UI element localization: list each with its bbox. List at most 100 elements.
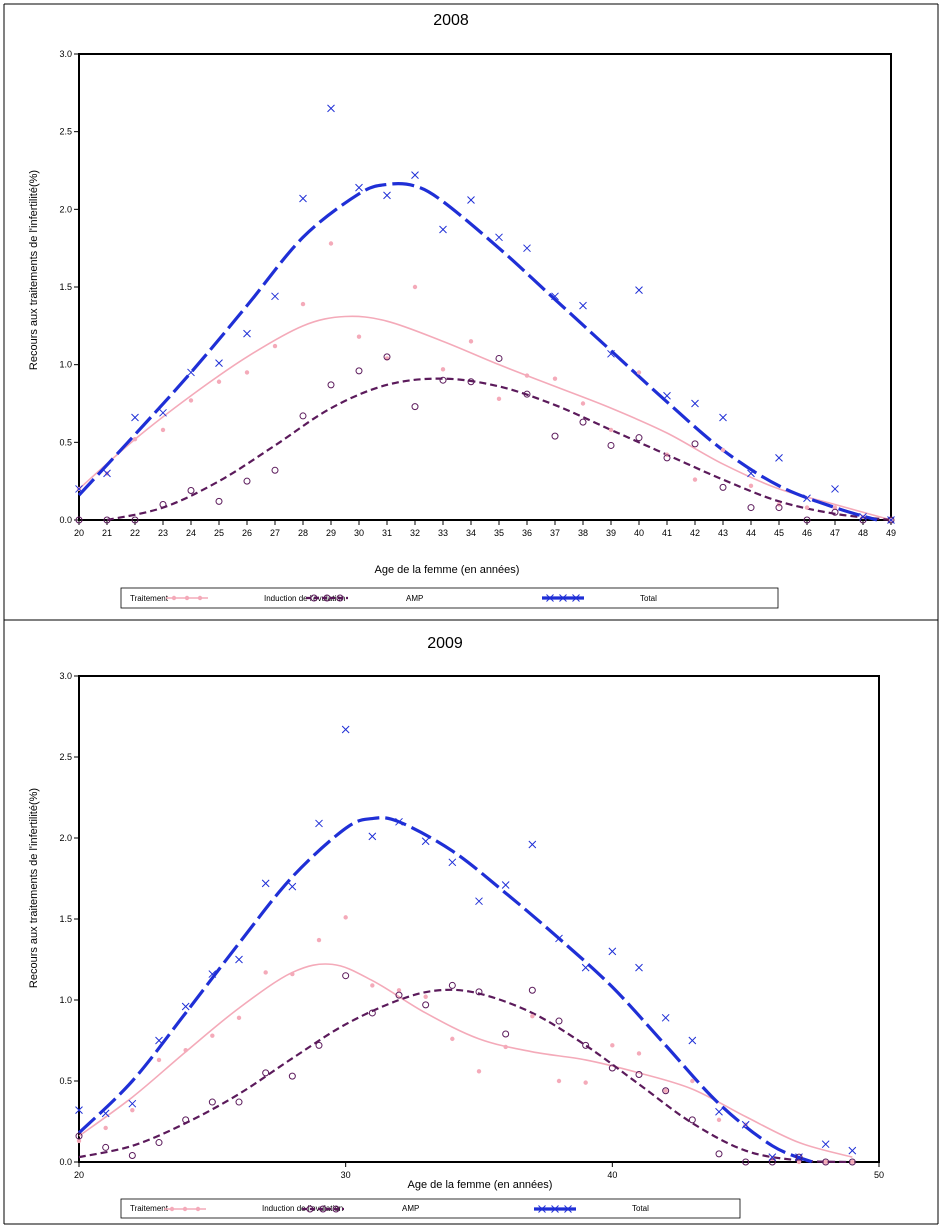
data-point <box>607 349 615 358</box>
data-point <box>495 354 503 362</box>
x-tick-label: 31 <box>382 528 392 538</box>
marker-stroke <box>538 1205 546 1213</box>
marker-stroke <box>448 858 457 867</box>
data-point <box>581 963 590 972</box>
data-point <box>848 1158 856 1166</box>
series-points-1 <box>75 353 895 524</box>
x-tick-label: 40 <box>607 1170 617 1180</box>
marker-stroke <box>795 1153 803 1161</box>
marker-stroke <box>528 840 537 849</box>
data-point <box>582 1041 590 1049</box>
data-point <box>128 1099 137 1108</box>
data-point <box>635 1071 643 1079</box>
x-tick-label: 21 <box>102 528 112 538</box>
chart-2009: 2009 0.0 0.5 1.0 1.5 2.0 2.5 3.0 20 30 40 50 Age d… <box>28 635 884 1219</box>
data-point <box>75 485 83 493</box>
data-point <box>608 1064 616 1072</box>
data-point <box>555 1017 563 1025</box>
legend-label-amp: AMP <box>406 594 423 603</box>
data-point <box>101 1109 110 1118</box>
data-point <box>821 1140 830 1149</box>
data-point <box>748 483 754 489</box>
data-point <box>796 1159 802 1165</box>
data-point <box>271 466 279 474</box>
data-point <box>243 477 251 485</box>
data-point <box>448 981 456 989</box>
data-point <box>832 505 838 510</box>
marker-stroke <box>607 349 615 358</box>
series-curve-1 <box>106 377 892 522</box>
marker-stroke <box>715 1107 723 1116</box>
y-tick-label: 0.5 <box>59 1076 72 1086</box>
legend-label-total: Total <box>640 594 657 603</box>
data-point <box>315 1041 323 1049</box>
data-point <box>661 1013 670 1022</box>
legend-swatch-marker <box>538 1205 546 1213</box>
x-tick-label: 37 <box>550 528 560 538</box>
data-point <box>580 401 586 406</box>
marker-stroke <box>555 934 563 943</box>
legend-swatch-marker <box>551 1205 559 1213</box>
x-tick-label: 48 <box>858 528 868 538</box>
marker-stroke <box>691 399 699 408</box>
data-point <box>720 447 726 453</box>
legend-label-induction: Induction de l'ovulation <box>264 594 345 603</box>
data-point <box>823 1159 828 1165</box>
data-point <box>716 1117 722 1123</box>
x-tick-label: 25 <box>214 528 224 538</box>
data-point <box>411 171 419 180</box>
data-point <box>243 329 251 338</box>
data-point <box>795 1153 803 1161</box>
data-point <box>315 819 323 828</box>
x-tick-label: 46 <box>802 528 812 538</box>
data-point <box>475 897 483 906</box>
data-point <box>187 368 195 377</box>
data-point <box>76 1138 82 1144</box>
x-tick-label: 32 <box>410 528 420 538</box>
x-tick-label: 30 <box>354 528 364 538</box>
data-point <box>831 508 839 516</box>
data-point <box>411 403 419 411</box>
data-point <box>495 233 503 242</box>
series-curve-0 <box>78 315 892 521</box>
data-point <box>272 343 278 349</box>
data-point <box>803 494 811 503</box>
data-point <box>341 725 350 734</box>
marker-stroke <box>501 881 510 889</box>
data-point <box>210 1033 215 1038</box>
data-point <box>75 516 83 524</box>
y-tick-label: 3.0 <box>59 671 72 681</box>
data-point <box>355 183 363 192</box>
data-point <box>261 879 270 888</box>
data-point <box>215 359 223 367</box>
marker-stroke <box>747 469 755 478</box>
data-point <box>662 1087 670 1095</box>
data-point <box>741 1120 750 1129</box>
data-point <box>235 1098 243 1106</box>
data-point <box>290 971 295 977</box>
legend-label-amp: AMP <box>402 1204 419 1213</box>
legend-swatch-marker <box>169 1206 175 1212</box>
marker-stroke <box>327 104 335 113</box>
data-point <box>747 469 755 478</box>
data-point <box>188 398 194 403</box>
data-point <box>636 370 642 375</box>
data-point <box>370 983 375 988</box>
data-point <box>583 1080 588 1085</box>
x-tick-label: 34 <box>466 528 476 538</box>
marker-stroke <box>661 1013 670 1022</box>
legend-swatch-marker <box>195 1206 201 1212</box>
data-point <box>131 413 139 422</box>
data-point <box>467 196 475 204</box>
marker-stroke <box>288 882 297 891</box>
marker-stroke <box>181 1002 190 1011</box>
data-point <box>530 1014 535 1019</box>
marker-stroke <box>887 516 895 524</box>
data-point <box>523 244 531 253</box>
series-curve-0 <box>78 963 853 1158</box>
marker-stroke <box>572 594 580 602</box>
marker-stroke <box>551 1205 559 1213</box>
data-point <box>636 1051 642 1056</box>
marker-stroke <box>187 368 195 377</box>
data-point <box>216 379 222 384</box>
